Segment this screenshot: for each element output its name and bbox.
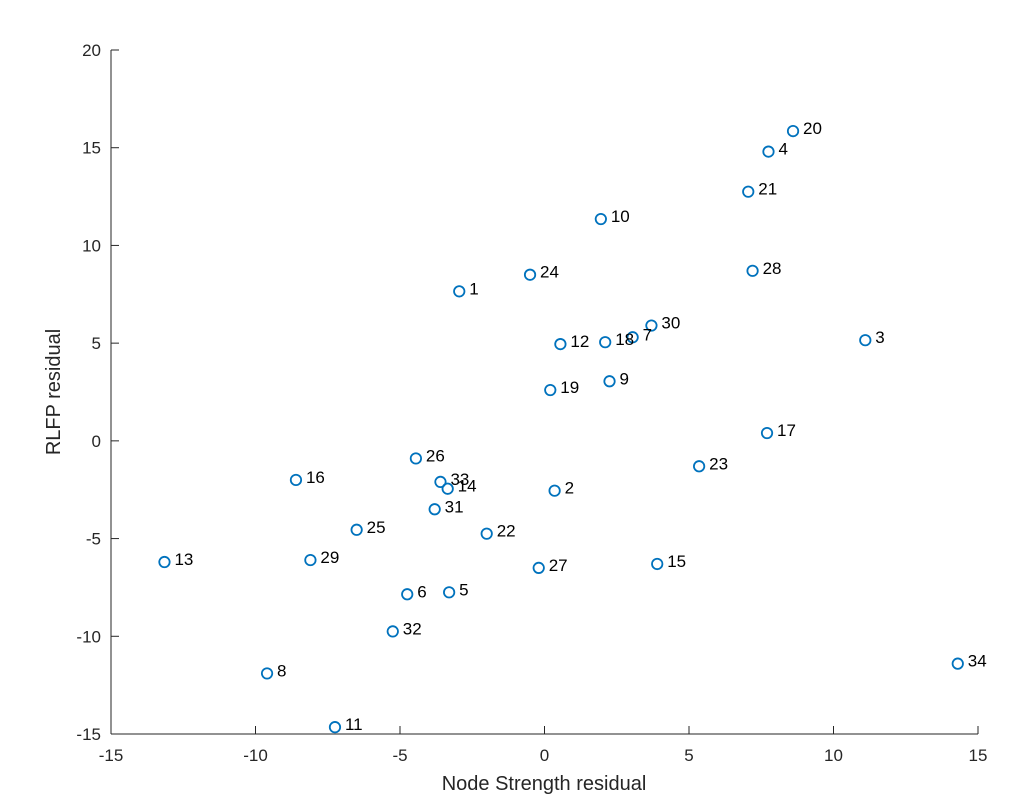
data-point-label: 12	[570, 332, 589, 351]
data-point-label: 28	[763, 259, 782, 278]
data-point-18	[599, 336, 612, 349]
data-point-3	[859, 334, 872, 347]
data-point-31	[428, 503, 441, 516]
data-point-label: 17	[777, 421, 796, 440]
data-point-label: 1	[469, 279, 478, 298]
data-point-label: 24	[540, 263, 559, 282]
data-point-17	[760, 426, 774, 440]
x-tick-label: 0	[540, 746, 549, 765]
data-point-21	[742, 185, 755, 198]
data-point-label: 32	[403, 619, 422, 638]
x-axis-label: Node Strength residual	[442, 773, 647, 795]
data-point-label: 10	[611, 207, 630, 226]
data-point-25	[350, 523, 363, 536]
data-point-label: 3	[875, 328, 884, 347]
data-point-30	[645, 319, 658, 332]
data-points	[158, 125, 964, 734]
x-tick-label: 10	[824, 746, 843, 765]
data-point-label: 8	[277, 661, 286, 680]
data-point-16	[289, 473, 303, 487]
data-point-label: 15	[667, 552, 686, 571]
data-point-label: 20	[803, 119, 822, 138]
y-tick-label: 5	[92, 334, 101, 353]
data-point-33	[434, 475, 447, 488]
data-point-27	[532, 561, 545, 574]
data-point-label: 11	[345, 715, 363, 734]
y-tick-label: 20	[82, 41, 101, 60]
data-point-12	[554, 338, 567, 351]
data-point-label: 5	[459, 580, 468, 599]
data-point-label: 27	[549, 556, 568, 575]
data-point-label: 9	[620, 369, 629, 388]
x-tick-label: 15	[969, 746, 988, 765]
data-point-26	[409, 452, 422, 465]
data-point-label: 22	[497, 522, 516, 541]
x-tick-label: -10	[243, 746, 268, 765]
data-point-8	[260, 667, 274, 680]
y-tick-label: 10	[82, 236, 101, 255]
data-point-label: 4	[778, 140, 787, 159]
data-point-label: 21	[758, 180, 777, 199]
data-point-2	[548, 484, 561, 497]
data-point-11	[328, 721, 342, 734]
data-point-label: 30	[661, 314, 680, 333]
data-point-label: 29	[320, 548, 339, 567]
data-point-9	[603, 375, 616, 388]
data-point-23	[693, 460, 706, 473]
data-point-7	[626, 331, 639, 344]
data-point-label: 14	[458, 477, 477, 496]
data-point-34	[951, 657, 964, 670]
x-tick-label: -15	[99, 746, 124, 765]
data-point-label: 16	[306, 468, 325, 487]
point-labels: 1234567891011121314151617181920212223242…	[174, 119, 986, 734]
data-point-5	[443, 586, 456, 599]
data-point-label: 31	[445, 497, 464, 516]
data-point-14	[441, 482, 454, 495]
y-tick-label: 15	[82, 139, 101, 158]
data-point-label: 34	[968, 652, 987, 671]
data-point-label: 26	[426, 446, 445, 465]
data-point-label: 19	[560, 378, 579, 397]
data-point-10	[594, 212, 607, 226]
y-axis-label: RLFP residual	[43, 329, 65, 455]
data-point-1	[453, 285, 466, 298]
data-point-label: 25	[367, 518, 386, 537]
data-point-32	[386, 625, 399, 638]
y-tick-label: -5	[86, 530, 101, 549]
data-point-label: 6	[417, 582, 426, 601]
data-point-label: 13	[174, 550, 193, 569]
y-tick-label: -15	[76, 725, 101, 744]
data-point-20	[786, 125, 800, 138]
data-point-label: 2	[565, 479, 574, 498]
data-point-22	[480, 527, 493, 540]
y-tick-label: -10	[76, 627, 101, 646]
data-point-29	[304, 553, 317, 567]
data-point-label: 7	[643, 325, 652, 344]
data-point-6	[401, 588, 414, 601]
data-point-4	[762, 145, 775, 158]
data-point-label: 33	[450, 470, 469, 489]
data-point-24	[523, 268, 537, 281]
y-tick-label: 0	[92, 432, 101, 451]
x-tick-label: 5	[684, 746, 693, 765]
data-point-label: 23	[709, 454, 728, 473]
data-point-28	[746, 264, 759, 277]
x-tick-label: -5	[392, 746, 407, 765]
data-point-15	[651, 557, 664, 571]
data-point-13	[158, 555, 171, 569]
data-point-label: 18	[615, 330, 634, 349]
data-point-19	[544, 383, 557, 397]
